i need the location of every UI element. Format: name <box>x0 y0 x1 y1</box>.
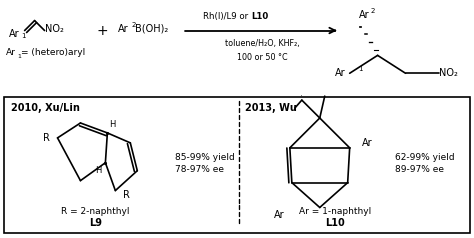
Text: Ar: Ar <box>274 210 285 220</box>
Text: NO₂: NO₂ <box>45 24 64 34</box>
Text: Ar: Ar <box>335 68 346 78</box>
Text: 100 or 50 °C: 100 or 50 °C <box>237 53 288 62</box>
Text: Ar: Ar <box>9 29 19 39</box>
Text: Me: Me <box>301 95 303 96</box>
Text: 2: 2 <box>131 22 136 28</box>
Text: R = 2-naphthyl: R = 2-naphthyl <box>61 207 130 216</box>
Text: Ar: Ar <box>362 138 372 148</box>
Text: L10: L10 <box>252 12 269 21</box>
Text: Ar = 1-naphthyl: Ar = 1-naphthyl <box>299 207 371 216</box>
Text: B(OH)₂: B(OH)₂ <box>135 24 169 34</box>
Text: 85-99% yield: 85-99% yield <box>175 153 235 162</box>
Text: = (hetero)aryl: = (hetero)aryl <box>21 48 85 57</box>
Text: H: H <box>109 120 116 129</box>
Text: 78-97% ee: 78-97% ee <box>175 165 224 174</box>
Text: 1: 1 <box>18 54 21 59</box>
Text: 89-97% ee: 89-97% ee <box>394 165 444 174</box>
Text: Ar: Ar <box>118 24 129 34</box>
Text: 62-99% yield: 62-99% yield <box>394 153 454 162</box>
Text: 1: 1 <box>22 33 26 39</box>
Text: 2013, Wu: 2013, Wu <box>245 103 297 113</box>
Text: toluene/H₂O, KHF₂,: toluene/H₂O, KHF₂, <box>225 39 300 48</box>
Text: NO₂: NO₂ <box>439 68 458 78</box>
Text: R: R <box>123 189 130 199</box>
Text: 2: 2 <box>371 8 375 14</box>
Text: Ar: Ar <box>6 48 16 57</box>
Text: H: H <box>95 166 101 175</box>
Text: Rh(I)/L9 or: Rh(I)/L9 or <box>202 12 250 21</box>
Bar <box>4 97 470 233</box>
Text: L10: L10 <box>325 218 345 228</box>
Text: 2010, Xu/Lin: 2010, Xu/Lin <box>11 103 80 113</box>
Text: 1: 1 <box>359 66 363 72</box>
Text: L9: L9 <box>89 218 102 228</box>
Text: R: R <box>43 133 50 143</box>
Text: +: + <box>97 24 108 38</box>
Text: Ar: Ar <box>359 10 370 20</box>
